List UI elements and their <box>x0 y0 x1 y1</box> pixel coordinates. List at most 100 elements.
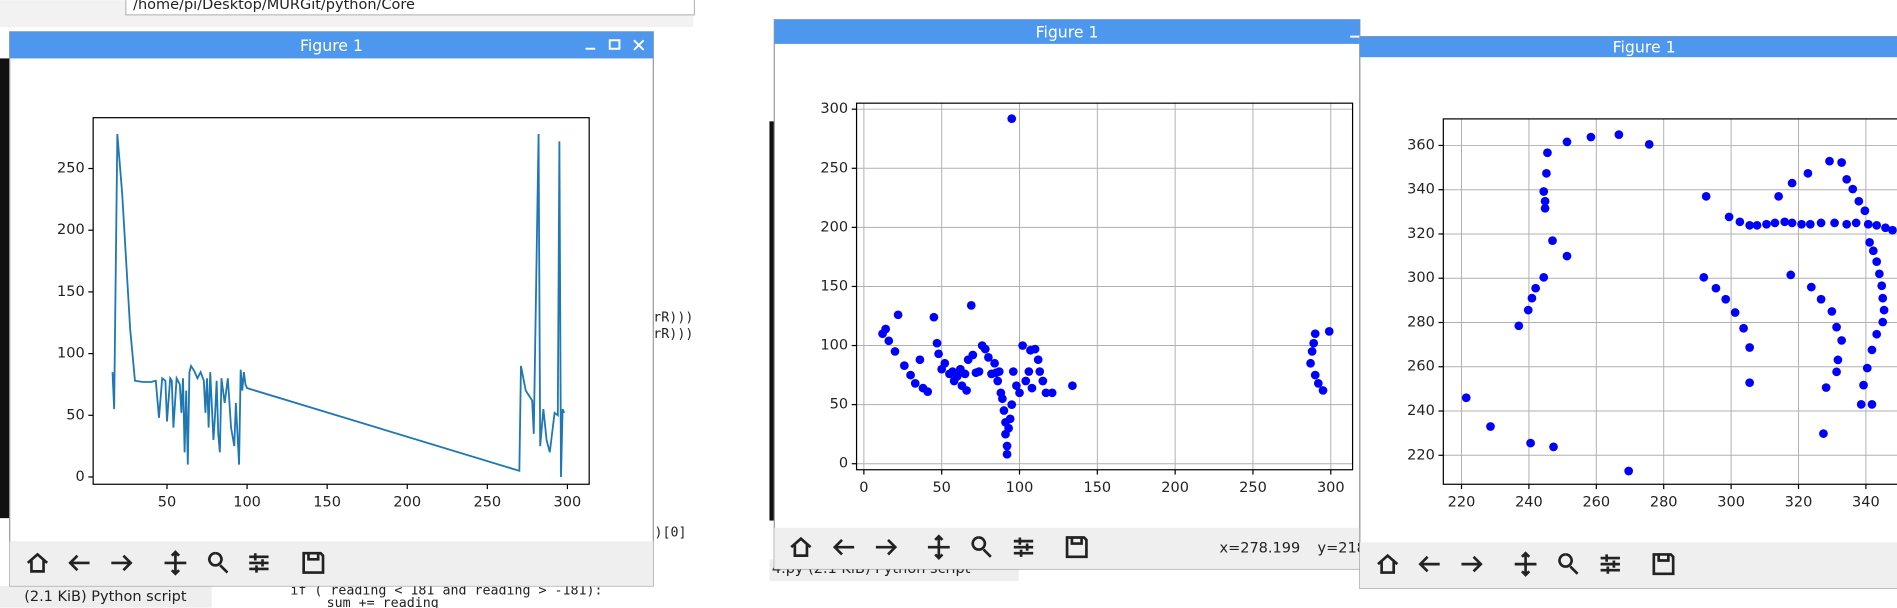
data-point <box>1803 168 1813 178</box>
window-control[interactable] <box>633 39 645 51</box>
data-point <box>1821 383 1831 392</box>
data-point <box>1860 206 1870 216</box>
plot-area <box>1461 130 1897 476</box>
data-point <box>1539 272 1549 282</box>
data-point <box>1878 293 1888 303</box>
data-point <box>1007 400 1017 409</box>
data-point <box>915 355 925 365</box>
toolbar-button[interactable] <box>875 538 898 556</box>
data-point <box>999 406 1009 415</box>
toolbar-button[interactable] <box>1558 553 1579 575</box>
data-point <box>1015 388 1024 398</box>
toolbar-button[interactable] <box>1461 555 1483 573</box>
toolbar-button[interactable] <box>1377 553 1399 574</box>
data-point <box>1830 218 1839 228</box>
data-point <box>1745 220 1754 230</box>
status-bar <box>0 585 212 608</box>
data-point <box>1562 137 1572 147</box>
toolbar-button[interactable] <box>111 554 133 572</box>
toolbar-button[interactable] <box>249 553 269 573</box>
data-point <box>1523 305 1533 315</box>
data-point <box>1877 281 1887 291</box>
toolbar-icon <box>164 550 187 576</box>
data-line <box>111 133 566 478</box>
data-point <box>1701 191 1711 201</box>
data-point <box>1865 238 1874 247</box>
data-point <box>1005 414 1015 424</box>
data-point <box>1888 225 1897 235</box>
data-point <box>1780 217 1790 227</box>
window-title: Figure 1 <box>1613 38 1676 57</box>
data-point <box>1030 344 1040 354</box>
cursor-coordinate: y=218 <box>1317 540 1365 556</box>
window-body <box>9 31 654 587</box>
data-point <box>974 367 984 376</box>
data-point <box>1047 388 1057 398</box>
terminal-strip <box>0 58 10 519</box>
y-tick-label: 300 <box>1407 270 1435 286</box>
toolbar-icon <box>249 553 269 573</box>
y-tick-label: 200 <box>820 219 848 235</box>
toolbar-button[interactable] <box>302 551 325 574</box>
data-point <box>1035 367 1045 376</box>
y-tick-label: 150 <box>57 284 85 300</box>
toolbar-button[interactable] <box>1418 555 1440 573</box>
x-tick-label: 300 <box>554 494 582 510</box>
y-tick-label: 220 <box>1407 447 1435 463</box>
data-point <box>1012 381 1021 391</box>
data-point <box>1762 219 1771 229</box>
data-point <box>1752 220 1762 230</box>
data-point <box>1816 218 1826 228</box>
y-tick-label: 50 <box>66 407 84 423</box>
data-point <box>910 379 920 388</box>
data-point <box>1008 367 1018 376</box>
data-point <box>1540 196 1550 206</box>
y-tick-label: 260 <box>1407 359 1435 375</box>
toolbar-icon <box>1652 553 1675 576</box>
toolbar-button[interactable] <box>971 536 992 558</box>
y-tick-label: 0 <box>839 456 848 472</box>
toolbar-button[interactable] <box>26 552 49 573</box>
toolbar-button[interactable] <box>790 536 812 557</box>
toolbar-button[interactable] <box>1065 536 1088 559</box>
data-point <box>1514 321 1524 331</box>
x-tick-label: 240 <box>1515 494 1543 510</box>
toolbar-button[interactable] <box>1013 537 1034 557</box>
toolbar-icon <box>1600 554 1620 574</box>
data-point <box>1306 358 1315 368</box>
toolbar-button[interactable] <box>1600 554 1620 574</box>
code-line: if ( reading < 181 and reading > -181): <box>290 584 602 599</box>
title-bar <box>9 31 654 59</box>
data-point <box>1539 187 1549 196</box>
x-tick-label: 250 <box>473 494 501 510</box>
toolbar-button[interactable] <box>1514 551 1537 577</box>
data-point <box>1745 343 1754 352</box>
data-point <box>1699 272 1709 282</box>
data-point <box>1004 423 1013 433</box>
data-point <box>1872 329 1882 339</box>
data-point <box>1486 422 1495 431</box>
toolbar-button[interactable] <box>68 554 90 572</box>
data-point <box>1856 400 1866 409</box>
figure-window: Figure 1 220 240 260 280 300 320 340 220 240 260 28… <box>1359 36 1897 589</box>
toolbar-button[interactable] <box>927 534 950 560</box>
toolbar-button[interactable] <box>1652 553 1675 576</box>
data-point <box>1867 345 1877 355</box>
data-point <box>1024 367 1034 376</box>
toolbar-icon <box>1558 553 1579 575</box>
data-point <box>1842 219 1852 229</box>
y-tick-label: 240 <box>1407 403 1435 419</box>
data-point <box>1021 376 1031 386</box>
toolbar-icon <box>971 536 992 558</box>
window-control[interactable] <box>608 39 621 50</box>
x-tick-label: 300 <box>1717 494 1745 510</box>
toolbar-button[interactable] <box>164 550 187 576</box>
data-point <box>1770 218 1780 228</box>
data-point <box>1526 438 1535 448</box>
toolbar-button[interactable] <box>208 551 229 574</box>
data-point <box>968 350 978 360</box>
toolbar-button[interactable] <box>832 538 855 556</box>
code-fragment: )[0] <box>655 526 687 541</box>
plot-area <box>111 133 566 478</box>
